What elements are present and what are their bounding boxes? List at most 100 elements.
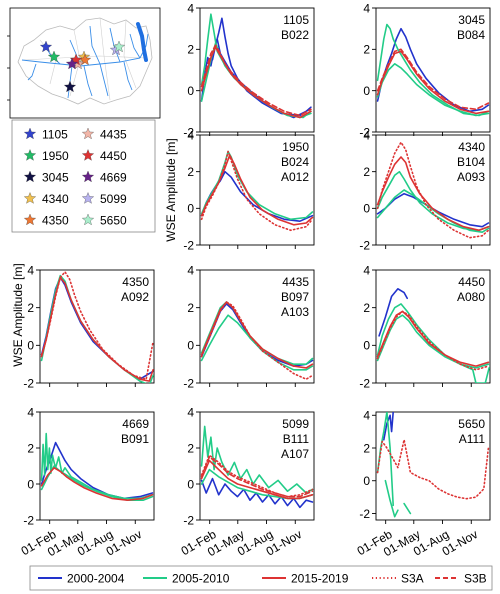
- series-group: [40, 432, 154, 502]
- y-tick-label: 0: [27, 477, 34, 491]
- series-line-2015-2019: [376, 50, 490, 115]
- series-line-s3a: [376, 141, 490, 239]
- station-label: 4450: [458, 275, 485, 289]
- lake: [136, 22, 148, 62]
- y-tick-label: 4: [187, 405, 194, 419]
- y-tick-label: -2: [359, 238, 370, 252]
- station-legend-label-4435: 4435: [100, 128, 127, 142]
- series-group: [200, 301, 314, 381]
- station-legend-label-1950: 1950: [42, 149, 69, 163]
- y-tick-label: 2: [27, 441, 34, 455]
- station-legend-star-4435: [81, 127, 95, 140]
- series-line-s3a: [40, 271, 154, 381]
- y-tick-label: 4: [187, 128, 194, 142]
- panels: -20241105B022-20243045B084-20241950B024A…: [19, 1, 491, 559]
- station-label: 4435: [282, 275, 309, 289]
- panel-frame: [39, 269, 155, 384]
- series-group: [200, 150, 314, 232]
- series-line-s3b: [200, 456, 314, 498]
- bottom-legend-frame: [29, 565, 493, 591]
- y-tick-label: 4: [187, 1, 194, 15]
- station-label: A092: [121, 290, 149, 304]
- river: [27, 63, 37, 81]
- station-label: 4340: [458, 140, 485, 154]
- station-legend-star-1950: [23, 149, 37, 161]
- river: [109, 27, 121, 63]
- station-label: B024: [281, 155, 309, 169]
- series-line-s3a: [376, 438, 490, 500]
- series-line-2005-2010: [376, 303, 490, 383]
- series-group: [376, 23, 490, 117]
- y-tick-label: 2: [363, 441, 370, 455]
- series-group: [40, 271, 154, 383]
- station-label: B091: [121, 432, 149, 446]
- station-legend-label-3045: 3045: [42, 171, 69, 185]
- y-tick-label: 4: [187, 263, 194, 277]
- y-tick-label: -2: [359, 376, 370, 390]
- station-legend-star-1105: [23, 127, 37, 140]
- series-line-2000-2004: [376, 27, 490, 113]
- y-tick-label: 4: [27, 263, 34, 277]
- series-line-2005-2010: [40, 465, 154, 502]
- station-legend-label-4340: 4340: [42, 192, 69, 206]
- y-tick-label: 2: [187, 441, 194, 455]
- river: [99, 63, 109, 97]
- station-label: B022: [281, 28, 309, 42]
- station-label: B084: [457, 28, 485, 42]
- y-tick-label: 0: [363, 474, 370, 488]
- series-line-2005-2010: [403, 502, 412, 515]
- y-tick-label: 0: [187, 477, 194, 491]
- y-tick-label: 0: [363, 339, 370, 353]
- station-label: B104: [457, 155, 485, 169]
- station-legend-label-5099: 5099: [100, 192, 127, 206]
- series-line-2000-2004: [211, 17, 311, 117]
- station-label: 5099: [282, 417, 309, 431]
- y-tick-label: 0: [187, 339, 194, 353]
- station-legend-label-4350: 4350: [42, 214, 69, 228]
- station-legend-star-4340: [23, 192, 37, 204]
- y-tick-label: 4: [363, 1, 370, 15]
- y-tick-label: -2: [359, 507, 370, 521]
- y-tick-label: 0: [363, 202, 370, 216]
- station-label: 1105: [283, 13, 309, 27]
- y-tick-label: -2: [183, 376, 194, 390]
- panel-5099: -202401-Feb01-May01-Aug01-Nov5099B111A10…: [179, 405, 315, 559]
- panel-frame: [199, 7, 315, 133]
- panel-frame: [39, 411, 155, 521]
- series-line-2000-2004: [378, 287, 409, 337]
- y-tick-label: 4: [363, 409, 370, 423]
- station-legend-star-4450: [81, 149, 95, 161]
- station-label: A012: [281, 170, 309, 184]
- sub-basin-line: [69, 29, 81, 97]
- panel-frame: [375, 411, 491, 521]
- y-tick-label: 2: [187, 301, 194, 315]
- basin-map: [7, 7, 161, 119]
- station-star-1105: [39, 40, 53, 53]
- basin-outline: [17, 17, 153, 105]
- series-line-2005-2010: [200, 314, 314, 371]
- station-legend-label-1105: 1105: [42, 128, 68, 142]
- station-label: 4669: [122, 417, 149, 431]
- panel-frame: [375, 7, 491, 133]
- series-group: [200, 13, 312, 119]
- station-star-5650: [112, 40, 126, 53]
- y-tick-label: 2: [27, 301, 34, 315]
- series-line-s3a: [200, 150, 314, 232]
- y-tick-label: -2: [23, 376, 34, 390]
- y-tick-label: 0: [187, 202, 194, 216]
- station-legend-star-5650: [81, 213, 95, 226]
- station-legend: 1105 1950 3045 4340 4350 4435 4450 4669 5099 5650: [11, 119, 156, 233]
- station-legend-star-3045: [23, 170, 37, 183]
- station-star-3045: [63, 80, 77, 93]
- y-tick-label: 4: [363, 128, 370, 142]
- river: [139, 33, 149, 59]
- station-label: A080: [457, 290, 485, 304]
- series-line-2005-2010: [376, 314, 490, 369]
